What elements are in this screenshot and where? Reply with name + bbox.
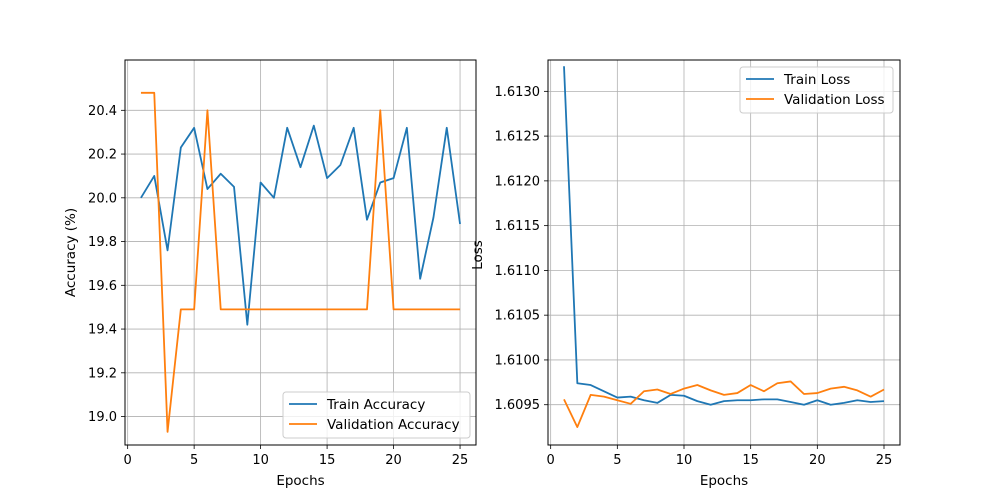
loss-x-tick-label: 5 — [613, 453, 621, 468]
accuracy-legend-train-label: Train Accuracy — [326, 397, 425, 413]
loss-y-ticks: 1.6095 1.6100 1.6105 1.6110 1.6115 1.6120 1.61… — [495, 85, 548, 413]
accuracy-y-tick-label: 20.4 — [88, 104, 117, 119]
loss-grid — [548, 60, 900, 445]
accuracy-y-tick-label: 19.8 — [88, 235, 117, 250]
accuracy-y-tick-label: 19.2 — [88, 366, 117, 381]
accuracy-y-tick-label: 19.0 — [88, 410, 117, 425]
loss-y-tick-label: 1.6110 — [495, 264, 541, 279]
loss-x-tick-label: 15 — [742, 453, 759, 468]
loss-series-line-validation-loss — [563, 380, 885, 428]
loss-plot: 0 5 10 15 20 25 1.6095 1.6100 1.6105 1.6110 1.611… — [470, 59, 901, 489]
loss-x-axis-label: Epochs — [700, 473, 748, 489]
accuracy-y-tick-label: 19.6 — [88, 279, 117, 294]
accuracy-series-line-validation-accuracy — [140, 91, 461, 433]
accuracy-series — [140, 91, 461, 433]
loss-legend: Train Loss Validation Loss — [739, 66, 894, 114]
accuracy-series-line-train-accuracy — [140, 124, 461, 326]
loss-y-tick-label: 1.6125 — [495, 130, 541, 145]
accuracy-plot-frame — [124, 59, 477, 446]
accuracy-y-tick-label: 20.0 — [88, 191, 117, 206]
loss-y-tick-label: 1.6120 — [495, 174, 541, 189]
accuracy-legend-box — [282, 391, 471, 439]
accuracy-y-tick-label: 20.2 — [88, 148, 117, 163]
accuracy-legend: Train Accuracy Validation Accuracy — [282, 391, 471, 439]
loss-y-axis-label: Loss — [470, 240, 486, 270]
accuracy-x-tick-label: 5 — [190, 453, 198, 468]
loss-series-line-train-loss — [563, 66, 885, 406]
accuracy-y-tick-label: 19.4 — [88, 323, 117, 338]
loss-plot-frame — [547, 59, 901, 446]
loss-x-tick-label: 20 — [809, 453, 826, 468]
loss-series — [563, 66, 885, 428]
loss-x-ticks: 0 5 10 15 20 25 — [547, 445, 893, 468]
accuracy-plot: 0 5 10 15 20 25 19.0 19.2 19.4 19.6 19.8 20.0 20.2 2… — [63, 59, 477, 489]
accuracy-x-axis-label: Epochs — [276, 473, 324, 489]
loss-y-tick-label: 1.6095 — [495, 398, 541, 413]
accuracy-x-tick-label: 15 — [319, 453, 336, 468]
loss-x-tick-label: 0 — [547, 453, 555, 468]
loss-y-tick-label: 1.6100 — [495, 353, 541, 368]
loss-x-tick-label: 25 — [876, 453, 893, 468]
loss-legend-box — [739, 66, 894, 114]
loss-legend-train-label: Train Loss — [783, 72, 850, 88]
accuracy-x-tick-label: 0 — [124, 453, 132, 468]
accuracy-x-tick-label: 10 — [252, 453, 269, 468]
accuracy-y-axis-label: Accuracy (%) — [63, 208, 79, 297]
accuracy-x-tick-label: 25 — [452, 453, 469, 468]
accuracy-x-tick-label: 20 — [385, 453, 402, 468]
accuracy-y-ticks: 19.0 19.2 19.4 19.6 19.8 20.0 20.2 20.4 — [88, 104, 125, 425]
loss-y-tick-label: 1.6105 — [495, 309, 541, 324]
accuracy-legend-validation-label: Validation Accuracy — [327, 417, 460, 433]
loss-y-tick-label: 1.6130 — [495, 85, 541, 100]
loss-x-tick-label: 10 — [676, 453, 693, 468]
loss-legend-validation-label: Validation Loss — [784, 92, 885, 108]
accuracy-x-ticks: 0 5 10 15 20 25 — [124, 445, 469, 468]
loss-y-tick-label: 1.6115 — [495, 219, 541, 234]
